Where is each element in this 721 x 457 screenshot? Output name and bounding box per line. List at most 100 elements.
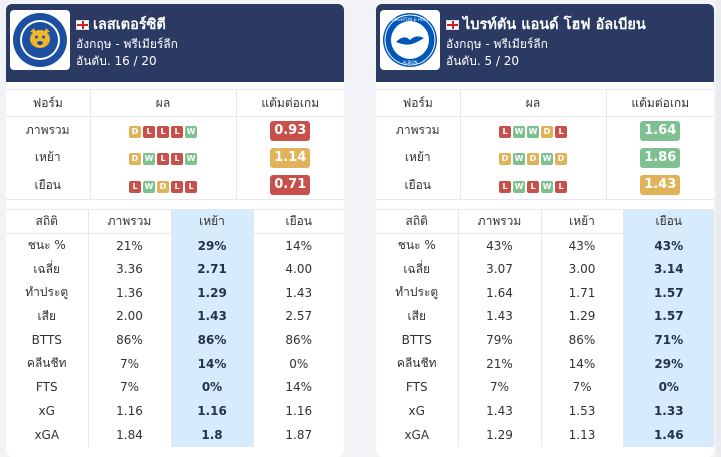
stat-label-cell: FTS bbox=[35, 380, 58, 395]
result-badge[interactable]: L bbox=[171, 180, 183, 193]
stat-overall-cell: 43% bbox=[457, 233, 541, 258]
result-badge[interactable]: D bbox=[499, 153, 511, 166]
result-badge[interactable]: L bbox=[499, 126, 511, 138]
england-flag-icon bbox=[446, 19, 459, 30]
stats-row: เฉลี่ย 3.36 2.71 4.00 bbox=[6, 257, 344, 281]
result-badge[interactable]: W bbox=[143, 153, 155, 166]
ppg-badge: 1.43 bbox=[640, 175, 681, 195]
result-badge[interactable]: W bbox=[513, 126, 525, 138]
result-badge[interactable]: D bbox=[541, 126, 553, 138]
result-badge[interactable]: D bbox=[157, 180, 169, 193]
stat-overall-cell: 3.36 bbox=[87, 257, 171, 281]
stat-home-cell: 1.29 bbox=[540, 304, 623, 329]
form-row: เยือน L W L W L 1.43 bbox=[376, 171, 714, 199]
result-badge[interactable]: D bbox=[129, 126, 141, 138]
results-header: ผล bbox=[89, 89, 236, 117]
result-badge[interactable]: D bbox=[555, 153, 567, 166]
result-badge[interactable]: L bbox=[129, 180, 141, 193]
result-badge[interactable]: D bbox=[129, 153, 141, 166]
ppg-header: แต้มต่อเกม bbox=[235, 89, 344, 117]
right-edge-gap bbox=[716, 0, 721, 457]
stat-home-cell: 86% bbox=[540, 328, 623, 352]
result-badge[interactable]: L bbox=[185, 180, 197, 193]
stat-label-cell: xG bbox=[408, 404, 425, 419]
stat-away-cell: 0% bbox=[252, 351, 344, 376]
stat-overall-cell: 7% bbox=[457, 375, 541, 400]
stat-overall-cell: 1.43 bbox=[457, 399, 541, 423]
stat-overall-cell: 1.36 bbox=[87, 280, 171, 305]
stat-overall-cell: 86% bbox=[87, 328, 171, 352]
stat-label-cell: xG bbox=[38, 404, 55, 419]
result-badge[interactable]: W bbox=[143, 180, 155, 193]
stat-away-cell: 29% bbox=[622, 351, 714, 376]
home-header: เหย้า bbox=[170, 209, 253, 234]
form-row: ภาพรวม D L L L W 0.93 bbox=[6, 116, 344, 144]
stat-home-cell: 1.13 bbox=[540, 423, 623, 447]
stat-overall-cell: 21% bbox=[457, 351, 541, 376]
stat-home-cell: 7% bbox=[540, 375, 623, 400]
logo-text-bottom: ALBION bbox=[402, 60, 417, 65]
result-badge[interactable]: L bbox=[171, 153, 183, 166]
stat-overall-cell: 1.64 bbox=[457, 280, 541, 305]
result-badge[interactable]: L bbox=[555, 126, 567, 138]
result-badge[interactable]: L bbox=[499, 180, 511, 193]
result-badge[interactable]: D bbox=[527, 153, 539, 166]
stat-label-cell: FTS bbox=[405, 380, 428, 395]
result-badge[interactable]: L bbox=[527, 180, 539, 193]
result-badge[interactable]: W bbox=[527, 126, 539, 138]
form-header: ฟอร์ม bbox=[376, 89, 460, 117]
stat-away-cell: 0% bbox=[622, 375, 714, 400]
league-rank: อันดับ. 16 / 20 bbox=[76, 54, 157, 68]
team-name[interactable]: ไบรท์ตัน แอนด์ โฮฟ อัลเบียน bbox=[463, 17, 646, 33]
stat-away-cell: 14% bbox=[252, 233, 344, 258]
result-badge[interactable]: W bbox=[513, 153, 525, 166]
form-row-label: เยือน bbox=[34, 177, 62, 192]
stat-home-cell: 1.53 bbox=[540, 399, 623, 423]
result-badge[interactable]: W bbox=[541, 180, 553, 193]
team-header: เลสเตอร์ซิตี อังกฤษ - พรีเมียร์ลีก อันดั… bbox=[6, 4, 344, 82]
stat-away-cell: 1.57 bbox=[622, 304, 714, 329]
form-row: เหย้า D W L L W 1.14 bbox=[6, 144, 344, 172]
stats-row: FTS 7% 7% 0% bbox=[376, 375, 714, 400]
stat-overall-cell: 2.00 bbox=[87, 304, 171, 329]
stat-label-cell: เสีย bbox=[37, 308, 56, 323]
result-badge[interactable]: L bbox=[157, 153, 169, 166]
stat-label-cell: ทำประตู bbox=[395, 285, 439, 300]
stat-header: สถิติ bbox=[376, 209, 458, 234]
result-badge[interactable]: W bbox=[541, 153, 553, 166]
team-name[interactable]: เลสเตอร์ซิตี bbox=[93, 17, 166, 33]
team-logo bbox=[10, 10, 70, 70]
team-card-brighton: BRIGHTON & HOVE ALBION ไบรท์ตัน แอนด์ โฮ… bbox=[376, 4, 714, 457]
result-badge[interactable]: L bbox=[157, 126, 169, 138]
result-badge[interactable]: L bbox=[555, 180, 567, 193]
result-badge[interactable]: W bbox=[185, 126, 197, 138]
result-badge[interactable]: L bbox=[171, 126, 183, 138]
league-name[interactable]: อังกฤษ - พรีเมียร์ลีก bbox=[76, 37, 178, 51]
stat-home-cell: 1.16 bbox=[170, 399, 253, 423]
league-name[interactable]: อังกฤษ - พรีเมียร์ลีก bbox=[446, 37, 548, 51]
result-badge[interactable]: L bbox=[143, 126, 155, 138]
stat-overall-cell: 7% bbox=[87, 351, 171, 376]
stat-label-cell: เฉลี่ย bbox=[33, 261, 61, 276]
form-table: ฟอร์ม ผล แต้มต่อเกม ภาพรวม L W W D L 1.64 เหย้า… bbox=[376, 89, 714, 200]
result-badge[interactable]: W bbox=[185, 153, 197, 166]
stats-row: ชนะ % 43% 43% 43% bbox=[376, 233, 714, 258]
stat-label-cell: เสีย bbox=[407, 308, 426, 323]
ppg-badge: 1.64 bbox=[640, 120, 681, 141]
result-badge[interactable]: W bbox=[513, 180, 525, 193]
stat-away-cell: 3.14 bbox=[622, 257, 714, 281]
form-table: ฟอร์ม ผล แต้มต่อเกม ภาพรวม D L L L W 0.93 เหย้า… bbox=[6, 89, 344, 200]
stat-away-cell: 1.43 bbox=[252, 280, 344, 305]
stat-label-cell: ชนะ % bbox=[397, 238, 436, 253]
stats-row: คลีนชีท 7% 14% 0% bbox=[6, 351, 344, 376]
stat-home-cell: 1.29 bbox=[170, 280, 253, 305]
stat-away-cell: 2.57 bbox=[252, 304, 344, 329]
